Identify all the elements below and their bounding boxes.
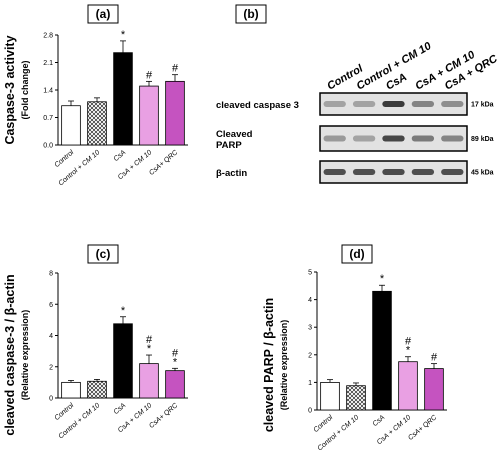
blot-band: [382, 101, 405, 107]
y-axis-label: cleaved PARP / β-actin: [262, 298, 276, 432]
panel-label: (a): [96, 7, 111, 21]
bar: [320, 381, 340, 411]
x-tick-label: CsA+ QRC: [407, 414, 439, 442]
y-tick-label: 0: [308, 408, 312, 415]
blot-band: [382, 135, 405, 142]
panel-label-box: [341, 244, 373, 264]
y-tick-label: 8: [49, 271, 53, 278]
y-tick-label: 1: [308, 380, 312, 387]
bar: [61, 105, 81, 146]
y-axis-sublabel: (Fold change): [20, 61, 30, 120]
chart-caspase3-activity: (a) Caspase-3 activity (Fold change) 0.0…: [3, 4, 188, 187]
bar: [398, 361, 418, 411]
panel-label-box: [87, 244, 119, 264]
chart-cleaved-parp: (d) cleaved PARP / β-actin (Relative exp…: [262, 244, 447, 452]
blot-row-label: cleaved caspase 3: [216, 100, 299, 111]
x-tick-label: Control: [53, 402, 75, 422]
x-tick-label: CsA+ QRC: [148, 149, 180, 177]
blot-band: [441, 101, 464, 107]
blot-band: [352, 169, 376, 175]
y-axis-sublabel: (Relative expression): [20, 310, 30, 401]
blot-band: [352, 101, 376, 107]
bar: [424, 368, 444, 411]
kda-label: 17 kDa: [471, 102, 494, 109]
bar: [165, 370, 185, 399]
y-tick-label: 2.8: [43, 33, 53, 40]
significance-mark: *: [173, 356, 178, 368]
bar: [165, 80, 185, 146]
significance-mark: *: [147, 343, 152, 355]
y-tick-label: 0.0: [43, 143, 53, 150]
bar: [87, 380, 107, 399]
bar: [61, 381, 81, 399]
significance-mark: #: [405, 336, 412, 348]
y-tick-label: 4: [49, 333, 53, 340]
blot-row-label: β-actin: [216, 168, 247, 179]
bar: [139, 363, 159, 399]
x-tick-label: Control: [312, 414, 334, 434]
y-axis-label: Caspase-3 activity: [3, 35, 17, 144]
blot-band: [441, 169, 464, 175]
kda-label: 89 kDa: [471, 136, 494, 143]
bar: [113, 52, 133, 146]
y-axis-label: cleaved caspase-3 / β-actin: [3, 274, 17, 435]
blot-band: [323, 135, 346, 142]
y-tick-label: 6: [49, 302, 53, 309]
x-tick-label: CsA: [113, 149, 128, 163]
bar: [139, 85, 159, 146]
panel-label: (d): [349, 247, 364, 261]
significance-mark: #: [172, 63, 179, 75]
y-tick-label: 2: [49, 364, 53, 371]
blot-band: [441, 135, 464, 142]
y-tick-label: 2: [308, 352, 312, 359]
significance-mark: #: [172, 347, 179, 359]
panel-label: (c): [96, 247, 111, 261]
x-tick-label: CsA: [113, 402, 128, 416]
y-tick-label: 3: [308, 325, 312, 332]
x-tick-label: CsA+ QRC: [148, 402, 180, 430]
blot-row-label: Cleaved: [216, 129, 253, 140]
blot-band: [411, 101, 435, 107]
panel-label: (b): [243, 7, 258, 21]
bar: [113, 323, 133, 399]
y-tick-label: 2.1: [43, 60, 53, 67]
bar: [87, 101, 107, 146]
y-tick-label: 0.7: [43, 115, 53, 122]
significance-mark: *: [121, 29, 126, 41]
x-tick-label: CsA: [372, 414, 387, 428]
x-tick-label: Control: [53, 149, 75, 169]
panel-label-box: [235, 4, 267, 24]
blot-band: [323, 169, 346, 175]
blot-band: [382, 169, 405, 175]
blot-band: [411, 135, 435, 142]
significance-mark: *: [121, 305, 126, 317]
blot-band: [411, 169, 435, 175]
y-tick-label: 0: [49, 396, 53, 403]
significance-mark: *: [406, 345, 411, 357]
significance-mark: #: [431, 352, 438, 364]
y-tick-label: 5: [308, 270, 312, 277]
significance-mark: #: [146, 334, 153, 346]
bar: [372, 290, 392, 411]
blot-band: [323, 101, 346, 107]
blot-row-label: PARP: [216, 140, 242, 151]
chart-cleaved-caspase3: (c) cleaved caspase-3 / β-actin (Relativ…: [3, 244, 188, 440]
kda-label: 45 kDa: [471, 170, 494, 177]
y-tick-label: 1.4: [43, 88, 53, 95]
y-axis-sublabel: (Relative expression): [279, 320, 289, 411]
blot-band: [352, 135, 376, 142]
bar: [346, 385, 366, 411]
significance-mark: #: [146, 69, 153, 81]
panel-label-box: [87, 4, 119, 24]
y-tick-label: 4: [308, 297, 312, 304]
significance-mark: *: [380, 273, 385, 285]
